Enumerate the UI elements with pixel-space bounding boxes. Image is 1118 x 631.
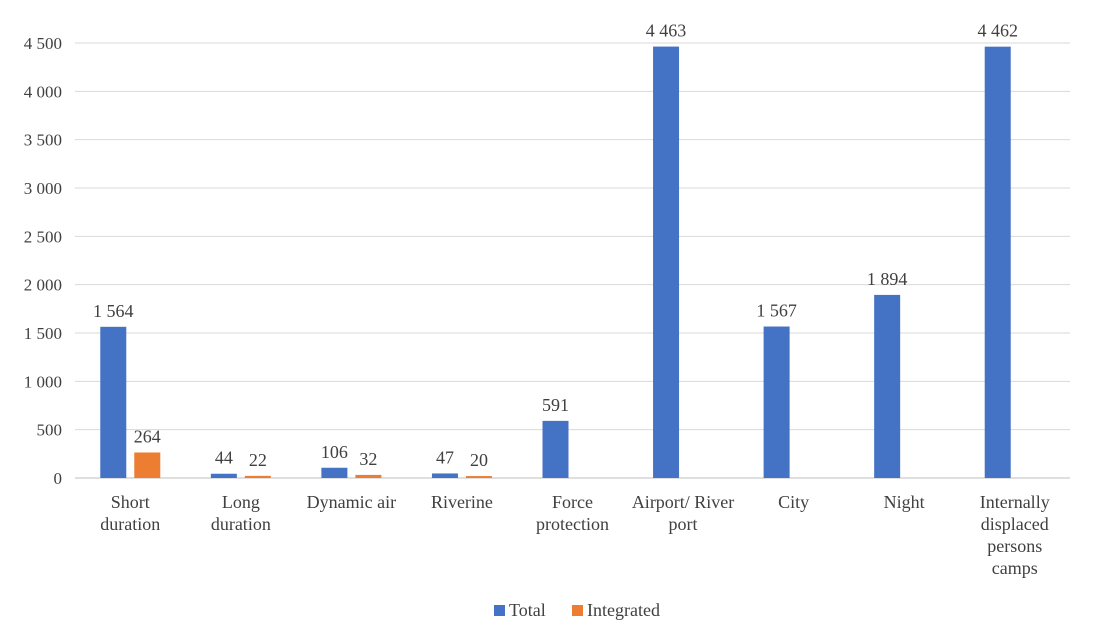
data-label-total: 47	[436, 447, 454, 467]
data-label-integrated: 264	[134, 426, 161, 446]
bar-total-1	[210, 473, 237, 478]
category-label: Short duration	[100, 492, 160, 534]
data-label-integrated: 22	[249, 450, 267, 470]
bar-integrated-2	[355, 474, 382, 478]
bar-total-8	[984, 46, 1011, 478]
category-label: Internally displaced persons camps	[980, 492, 1050, 578]
legend-label-total: Total	[509, 600, 546, 620]
bar-total-3	[431, 473, 458, 478]
y-tick-label: 3 000	[24, 179, 62, 198]
data-label-integrated: 20	[470, 450, 488, 470]
bar-total-2	[321, 467, 348, 478]
category-label: City	[778, 492, 809, 512]
data-label-total: 1 564	[93, 301, 134, 321]
y-tick-label: 3 500	[24, 131, 62, 150]
y-tick-label: 500	[37, 421, 63, 440]
bars	[100, 46, 1011, 479]
data-labels: 1 564 264 44 22 106 32 47 20 591 4 463 1 567 1 894 4…	[93, 21, 1018, 470]
category-label: Dynamic air	[307, 492, 396, 512]
data-label-total: 4 462	[977, 21, 1018, 41]
data-label-total: 106	[321, 442, 348, 462]
y-tick-label: 2 500	[24, 227, 62, 246]
gridlines	[75, 42, 1070, 479]
y-tick-label: 4 500	[24, 34, 62, 53]
bar-total-4	[542, 420, 569, 478]
y-axis-tick-labels: 0 500 1 000 1 500 2 000 2 500 3 000 3 500 4 000 4…	[24, 34, 62, 488]
data-label-total: 44	[215, 448, 233, 468]
bar-integrated-3	[465, 476, 492, 478]
x-axis-category-labels: Short duration Long duration Dynamic air Rive…	[100, 492, 1049, 578]
bar-total-6	[763, 326, 790, 478]
data-label-integrated: 32	[359, 449, 377, 469]
y-tick-label: 1 000	[24, 372, 62, 391]
data-label-total: 4 463	[646, 21, 687, 41]
bar-integrated-1	[244, 475, 271, 478]
data-label-total: 1 567	[756, 301, 797, 321]
legend-swatch-total	[494, 605, 505, 616]
y-tick-label: 1 500	[24, 324, 62, 343]
data-label-total: 591	[542, 395, 569, 415]
category-label: Airport/ River port	[632, 492, 734, 534]
category-label: Force protection	[536, 492, 609, 534]
bar-total-5	[653, 46, 680, 479]
category-label: Long duration	[211, 492, 271, 534]
y-tick-label: 4 000	[24, 82, 62, 101]
bar-total-0	[100, 326, 127, 478]
bar-total-7	[874, 294, 901, 478]
legend-swatch-integrated	[572, 605, 583, 616]
y-tick-label: 2 000	[24, 276, 62, 295]
category-label: Riverine	[431, 492, 493, 512]
data-label-total: 1 894	[867, 269, 908, 289]
legend: Total Integrated	[494, 600, 660, 620]
category-label: Night	[884, 492, 925, 512]
y-tick-label: 0	[54, 469, 63, 488]
legend-label-integrated: Integrated	[587, 600, 660, 620]
bar-integrated-0	[134, 452, 161, 478]
